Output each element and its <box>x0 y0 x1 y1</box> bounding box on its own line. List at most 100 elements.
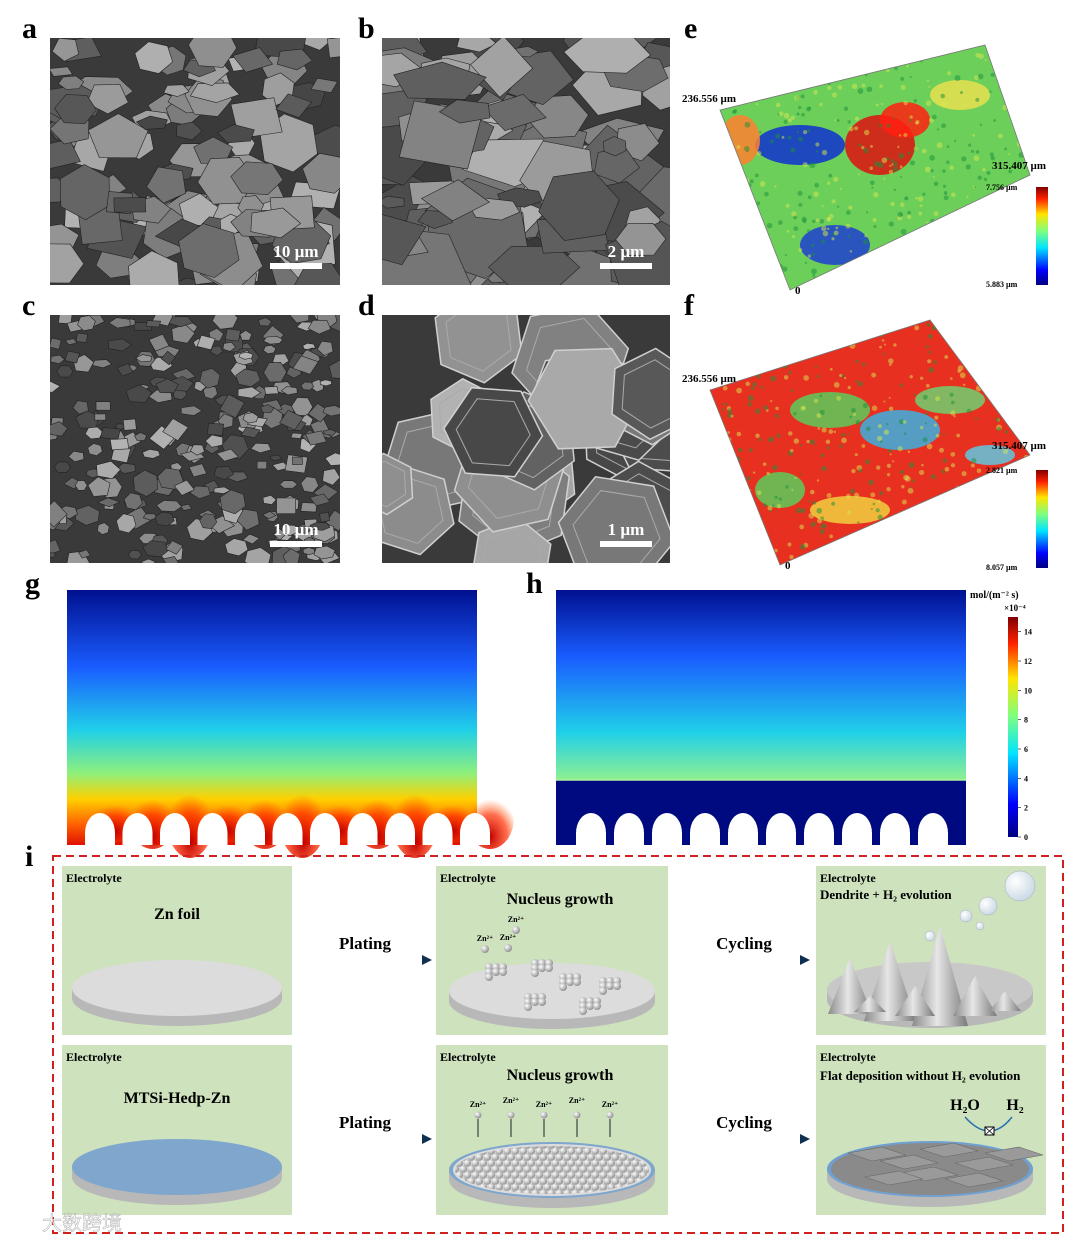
surface-texture <box>699 568 702 571</box>
surface-texture <box>701 435 704 438</box>
surface-texture <box>901 499 907 505</box>
surface-texture <box>900 574 903 577</box>
sem-grain <box>238 351 254 360</box>
nucleus <box>463 1171 472 1179</box>
surface-texture <box>743 196 747 201</box>
surface-texture <box>870 508 873 511</box>
surface-texture <box>973 75 979 81</box>
surface-texture <box>789 554 794 560</box>
surface-texture <box>709 282 713 286</box>
sem-grain <box>123 492 143 511</box>
surface-texture <box>893 302 898 307</box>
surface-texture <box>857 173 861 176</box>
surface-texture <box>942 548 949 555</box>
nucleus <box>599 1159 608 1167</box>
surface-texture <box>1020 474 1025 479</box>
sem-grain <box>309 521 331 531</box>
surface-texture <box>731 456 734 459</box>
nucleus <box>503 1171 512 1179</box>
surface-texture <box>1047 396 1051 400</box>
nucleus <box>579 1153 588 1161</box>
surface-texture <box>802 218 807 224</box>
surface-texture <box>706 538 709 541</box>
sem-facet <box>621 359 670 429</box>
nucleus <box>543 1183 552 1191</box>
surface-texture <box>956 433 961 438</box>
surface-texture <box>862 239 868 245</box>
surface-texture <box>1029 357 1030 363</box>
sem-grain <box>109 438 130 451</box>
sem-grain <box>276 48 313 71</box>
surface-texture <box>883 246 889 251</box>
surface-texture <box>909 115 913 119</box>
surface-texture <box>944 355 949 359</box>
surface-texture <box>873 54 879 61</box>
axis-extent: 315.407 µm <box>992 160 1046 172</box>
sem-grain <box>210 345 224 357</box>
sem-grain <box>263 344 277 355</box>
nucleus <box>459 1165 468 1173</box>
block-x <box>984 1126 995 1136</box>
surface-texture <box>1054 163 1058 167</box>
sem-grain <box>100 427 121 440</box>
sem-grain <box>471 516 552 563</box>
surface-texture <box>701 76 705 80</box>
surface-texture <box>700 408 705 413</box>
sem-grain <box>57 75 85 90</box>
surface-texture <box>867 297 872 302</box>
sem-grain <box>309 493 331 507</box>
ion <box>481 945 489 953</box>
surface-texture <box>940 469 944 472</box>
nucleus <box>559 983 567 991</box>
surface-texture <box>888 448 892 453</box>
surface-texture <box>931 325 937 331</box>
nucleus <box>559 1159 568 1167</box>
surface-texture <box>1041 284 1047 290</box>
field-g <box>67 590 514 858</box>
surface-texture <box>930 169 934 173</box>
surface-texture <box>788 297 793 302</box>
surface-texture <box>820 453 825 458</box>
surface-texture <box>871 405 878 411</box>
sem-grain <box>154 511 175 527</box>
surface-texture <box>915 121 919 125</box>
sem-grain <box>142 540 170 558</box>
surface-texture <box>797 105 802 110</box>
nucleus <box>613 982 621 990</box>
colorbar-label: 7.756 µm <box>986 183 1018 192</box>
surface-texture <box>870 144 873 148</box>
surface-texture <box>1020 533 1026 540</box>
surface-texture <box>863 129 870 136</box>
surface-texture <box>1018 368 1022 373</box>
sem-image <box>382 315 670 563</box>
surface-texture <box>1004 196 1009 201</box>
surface-texture <box>760 385 764 389</box>
surface-texture <box>834 119 837 122</box>
nucleus <box>551 1147 560 1155</box>
surface-texture <box>957 369 961 373</box>
surface-texture <box>1041 175 1044 178</box>
nucleus <box>503 1147 512 1155</box>
surface-texture <box>915 196 919 200</box>
surface-texture <box>1021 252 1027 258</box>
surface-texture <box>1056 538 1060 542</box>
surface-texture <box>962 383 966 387</box>
ion-label: Zn²⁺ <box>569 1096 585 1105</box>
surface-texture <box>1045 134 1048 137</box>
sem-grain <box>417 210 453 229</box>
surface-texture <box>1055 576 1057 578</box>
surface-texture <box>917 196 924 202</box>
surface-texture <box>907 552 911 556</box>
nucleus <box>519 1159 528 1167</box>
h2-bubble <box>959 909 973 923</box>
surface-texture <box>944 323 949 328</box>
colorbar-tick-label: 14 <box>1024 628 1032 637</box>
sem-grain <box>235 368 261 388</box>
surface-texture <box>778 497 783 501</box>
surface-texture <box>751 552 756 556</box>
surface-texture <box>966 408 972 414</box>
nucleus <box>571 1177 580 1185</box>
panel-label: a <box>22 12 37 45</box>
surface-texture <box>743 487 748 491</box>
surface-texture <box>1018 545 1022 548</box>
